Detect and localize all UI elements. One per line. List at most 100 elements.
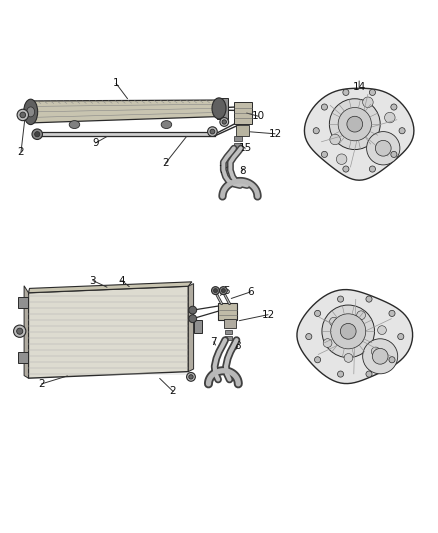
Bar bbox=[234, 143, 242, 148]
Circle shape bbox=[371, 347, 380, 356]
Circle shape bbox=[369, 90, 375, 95]
Circle shape bbox=[344, 353, 353, 362]
FancyBboxPatch shape bbox=[218, 303, 237, 320]
Ellipse shape bbox=[161, 120, 172, 128]
Text: 12: 12 bbox=[261, 310, 275, 320]
Circle shape bbox=[357, 311, 365, 320]
Circle shape bbox=[385, 112, 395, 123]
Text: 8: 8 bbox=[234, 341, 241, 351]
Polygon shape bbox=[188, 284, 194, 372]
Polygon shape bbox=[33, 100, 215, 123]
Polygon shape bbox=[297, 289, 413, 384]
Circle shape bbox=[338, 296, 344, 302]
Text: 7: 7 bbox=[210, 337, 217, 347]
Circle shape bbox=[189, 306, 197, 314]
Text: 2: 2 bbox=[170, 386, 177, 397]
Circle shape bbox=[32, 129, 42, 140]
Circle shape bbox=[372, 349, 388, 364]
Circle shape bbox=[391, 151, 397, 157]
Circle shape bbox=[322, 305, 374, 358]
Circle shape bbox=[222, 120, 226, 124]
Circle shape bbox=[313, 128, 319, 134]
Text: 3: 3 bbox=[89, 276, 96, 286]
Circle shape bbox=[338, 371, 344, 377]
Circle shape bbox=[220, 118, 229, 126]
Polygon shape bbox=[217, 98, 228, 119]
Bar bbox=[225, 336, 232, 340]
Circle shape bbox=[314, 357, 321, 363]
Circle shape bbox=[363, 339, 398, 374]
Circle shape bbox=[336, 154, 347, 165]
Circle shape bbox=[343, 166, 349, 172]
Text: 7: 7 bbox=[218, 165, 225, 175]
Text: 15: 15 bbox=[239, 143, 252, 154]
FancyBboxPatch shape bbox=[234, 102, 252, 124]
Circle shape bbox=[314, 310, 321, 317]
Text: 2: 2 bbox=[38, 379, 45, 389]
Circle shape bbox=[329, 99, 380, 150]
FancyBboxPatch shape bbox=[236, 125, 249, 135]
Circle shape bbox=[367, 132, 400, 165]
Circle shape bbox=[17, 109, 28, 120]
Circle shape bbox=[330, 134, 340, 145]
Circle shape bbox=[391, 104, 397, 110]
Circle shape bbox=[321, 151, 328, 157]
Text: 4: 4 bbox=[118, 276, 125, 286]
Text: 2: 2 bbox=[18, 147, 25, 157]
Circle shape bbox=[338, 108, 371, 141]
Text: 5: 5 bbox=[223, 286, 230, 296]
Circle shape bbox=[189, 314, 197, 322]
Circle shape bbox=[389, 357, 395, 363]
Circle shape bbox=[375, 140, 391, 156]
Ellipse shape bbox=[212, 98, 226, 119]
Text: 14: 14 bbox=[353, 82, 366, 92]
Circle shape bbox=[366, 371, 372, 377]
Circle shape bbox=[210, 129, 215, 134]
Circle shape bbox=[343, 90, 349, 95]
Ellipse shape bbox=[69, 120, 80, 128]
Bar bbox=[234, 136, 242, 141]
Polygon shape bbox=[28, 282, 192, 293]
Polygon shape bbox=[28, 286, 188, 378]
Circle shape bbox=[366, 296, 372, 302]
Text: 1: 1 bbox=[113, 78, 120, 88]
Circle shape bbox=[221, 288, 225, 293]
Circle shape bbox=[187, 373, 195, 381]
Polygon shape bbox=[18, 297, 28, 308]
Circle shape bbox=[14, 325, 26, 337]
Circle shape bbox=[329, 317, 338, 326]
Text: 2: 2 bbox=[162, 158, 169, 168]
Polygon shape bbox=[24, 286, 28, 378]
Circle shape bbox=[331, 314, 366, 349]
Circle shape bbox=[208, 127, 217, 136]
Text: 12: 12 bbox=[268, 129, 282, 139]
Polygon shape bbox=[304, 88, 414, 180]
Text: 6: 6 bbox=[247, 287, 254, 297]
Circle shape bbox=[219, 287, 227, 295]
Circle shape bbox=[399, 128, 405, 134]
Text: 10: 10 bbox=[252, 111, 265, 122]
Circle shape bbox=[398, 334, 404, 340]
Circle shape bbox=[306, 334, 312, 340]
Circle shape bbox=[321, 104, 328, 110]
Polygon shape bbox=[194, 320, 202, 333]
Circle shape bbox=[363, 97, 373, 108]
Circle shape bbox=[323, 338, 332, 348]
Circle shape bbox=[20, 112, 25, 118]
Circle shape bbox=[378, 326, 386, 335]
Circle shape bbox=[214, 288, 217, 293]
Circle shape bbox=[212, 287, 219, 295]
Text: 9: 9 bbox=[92, 138, 99, 148]
FancyBboxPatch shape bbox=[224, 319, 236, 328]
Ellipse shape bbox=[27, 107, 35, 117]
Circle shape bbox=[347, 116, 363, 132]
Ellipse shape bbox=[24, 99, 38, 125]
Circle shape bbox=[340, 324, 356, 339]
Bar bbox=[225, 329, 232, 334]
Circle shape bbox=[189, 375, 193, 379]
Circle shape bbox=[35, 132, 40, 137]
Circle shape bbox=[389, 310, 395, 317]
Polygon shape bbox=[18, 352, 28, 363]
Circle shape bbox=[17, 328, 23, 334]
Circle shape bbox=[369, 166, 375, 172]
